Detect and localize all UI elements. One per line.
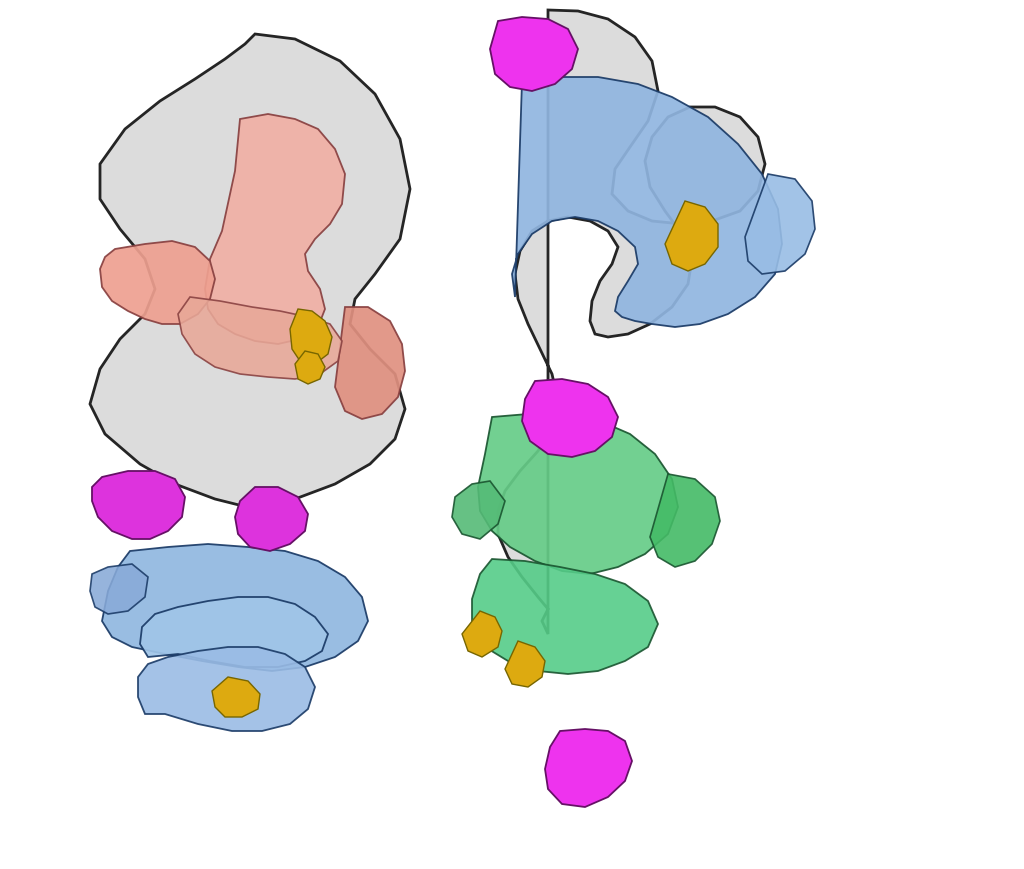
- Polygon shape: [290, 309, 332, 364]
- Polygon shape: [90, 34, 410, 509]
- Polygon shape: [100, 241, 215, 324]
- Polygon shape: [478, 414, 678, 574]
- Polygon shape: [745, 174, 815, 274]
- Polygon shape: [665, 201, 718, 271]
- Polygon shape: [462, 611, 502, 657]
- Polygon shape: [212, 677, 260, 717]
- Polygon shape: [335, 307, 406, 419]
- Polygon shape: [650, 474, 720, 567]
- Polygon shape: [522, 379, 618, 457]
- Polygon shape: [545, 729, 632, 807]
- Polygon shape: [512, 77, 782, 327]
- Polygon shape: [90, 564, 148, 614]
- Polygon shape: [505, 641, 545, 687]
- Polygon shape: [498, 10, 765, 634]
- Polygon shape: [102, 544, 368, 671]
- Polygon shape: [295, 351, 325, 384]
- Polygon shape: [452, 481, 505, 539]
- Polygon shape: [140, 597, 328, 667]
- Polygon shape: [234, 487, 308, 551]
- Polygon shape: [205, 114, 345, 344]
- Polygon shape: [92, 471, 185, 539]
- Polygon shape: [178, 297, 342, 379]
- Polygon shape: [472, 559, 658, 674]
- Polygon shape: [138, 647, 315, 731]
- Polygon shape: [490, 17, 578, 91]
